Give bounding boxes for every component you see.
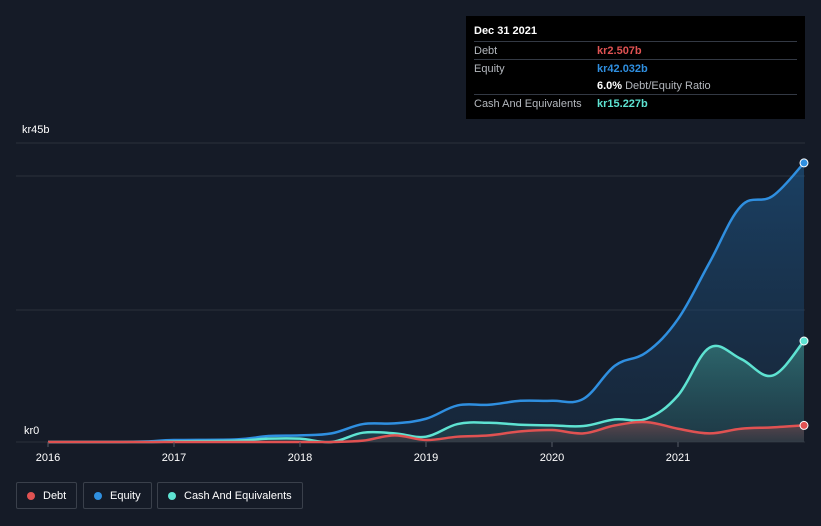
- x-tick-label: 2016: [36, 452, 60, 464]
- legend-label: Debt: [43, 489, 67, 502]
- tooltip-row-debt: Debt kr2.507b: [474, 41, 797, 59]
- x-tick-label: 2019: [414, 452, 438, 464]
- x-tick-label: 2021: [666, 452, 690, 464]
- tooltip-label: Cash And Equivalents: [474, 97, 582, 110]
- x-axis-ticks: 2016 2017 2018 2019 2020 2021: [36, 442, 690, 464]
- legend-item-cash[interactable]: Cash And Equivalents: [157, 482, 303, 509]
- legend-dot-icon: [94, 491, 102, 500]
- series-areas: [48, 162, 804, 443]
- tooltip-row-cash: Cash And Equivalents kr15.227b: [474, 94, 797, 112]
- cash-and-equivalents-end-marker: [799, 336, 809, 346]
- y-axis-top-label: kr45b: [22, 124, 50, 136]
- legend-label: Equity: [110, 489, 141, 502]
- legend-dot-icon: [168, 491, 176, 500]
- cash-and-equivalents-line: [47, 340, 805, 444]
- tooltip-value: kr2.507b: [597, 44, 642, 57]
- tooltip-panel: Dec 31 2021 Debt kr2.507b Equity kr42.03…: [466, 16, 805, 119]
- y-axis-bottom-label: kr0: [24, 425, 40, 437]
- legend-label: Cash And Equivalents: [184, 489, 292, 502]
- series-end-markers: [799, 158, 809, 430]
- tooltip-label: Debt: [474, 44, 498, 57]
- tooltip-value: kr42.032b: [597, 62, 648, 75]
- legend-item-equity[interactable]: Equity: [83, 482, 152, 509]
- tooltip-row-ratio: 6.0% Debt/Equity Ratio: [474, 77, 797, 94]
- x-tick-label: 2017: [162, 452, 186, 464]
- debt-area: [48, 421, 804, 443]
- legend-dot-icon: [27, 491, 35, 500]
- equity-area: [48, 162, 804, 443]
- legend-item-debt[interactable]: Debt: [16, 482, 78, 509]
- series-lines: [47, 162, 805, 444]
- debt-end-marker: [799, 420, 809, 430]
- debt-line: [48, 420, 805, 444]
- tooltip-value: 6.0%: [597, 79, 623, 92]
- x-tick-label: 2020: [540, 452, 564, 464]
- equity-end-marker: [799, 158, 809, 168]
- tooltip-label: Equity: [474, 62, 505, 75]
- tooltip-ratio-caption: Debt/Equity Ratio: [625, 79, 711, 92]
- tooltip-value: kr15.227b: [597, 97, 648, 110]
- tooltip-row-equity: Equity kr42.032b: [474, 59, 797, 77]
- x-tick-label: 2018: [288, 452, 312, 464]
- tooltip-date: Dec 31 2021: [474, 25, 537, 37]
